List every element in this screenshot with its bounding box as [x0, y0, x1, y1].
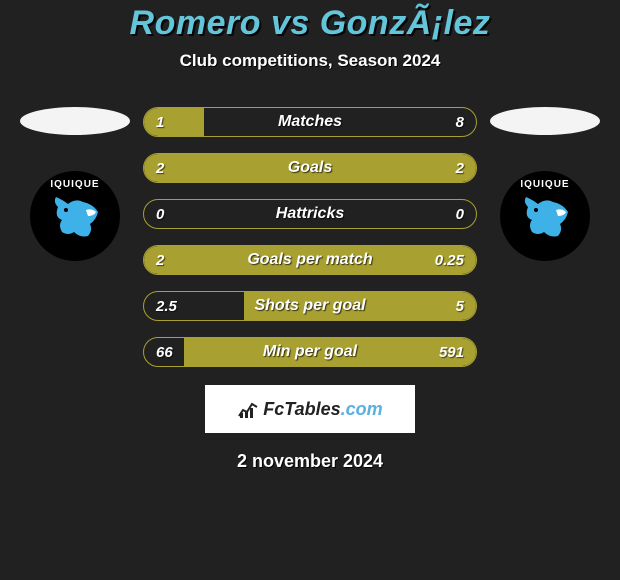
- stat-value-left: 66: [156, 344, 173, 361]
- stat-label: Hattricks: [276, 205, 344, 223]
- page-title: Romero vs GonzÃ¡lez: [0, 4, 620, 43]
- stat-value-right: 591: [439, 344, 464, 361]
- stat-fill-left: [144, 154, 310, 182]
- stat-value-left: 2.5: [156, 298, 177, 315]
- stat-row: 0 Hattricks 0: [143, 199, 477, 229]
- comparison-card: Romero vs GonzÃ¡lez Club competitions, S…: [0, 0, 620, 472]
- stat-label: Goals per match: [247, 251, 372, 269]
- stat-label: Goals: [288, 159, 332, 177]
- stat-row: 66 Min per goal 591: [143, 337, 477, 367]
- stat-value-left: 2: [156, 252, 164, 269]
- player-left-column: IQUIQUE: [15, 107, 135, 261]
- main-layout: IQUIQUE 1 Matches 8: [0, 107, 620, 367]
- player-left-avatar: [20, 107, 130, 135]
- stat-fill-right: [310, 154, 476, 182]
- dragon-icon: [48, 192, 103, 242]
- stat-row: 2.5 Shots per goal 5: [143, 291, 477, 321]
- stat-value-right: 8: [456, 114, 464, 131]
- stat-label: Shots per goal: [254, 297, 365, 315]
- player-right-avatar: [490, 107, 600, 135]
- stat-value-left: 1: [156, 114, 164, 131]
- dragon-icon: [518, 192, 573, 242]
- stat-value-right: 0: [456, 206, 464, 223]
- club-right-name: IQUIQUE: [520, 179, 569, 190]
- stat-fill-left: [144, 108, 204, 136]
- page-subtitle: Club competitions, Season 2024: [0, 51, 620, 71]
- stat-label: Min per goal: [263, 343, 357, 361]
- stat-value-right: 2: [456, 160, 464, 177]
- stat-row: 2 Goals 2: [143, 153, 477, 183]
- stat-label: Matches: [278, 113, 342, 131]
- stat-value-right: 0.25: [435, 252, 464, 269]
- stats-column: 1 Matches 8 2 Goals 2 0 Hattricks 0: [135, 107, 485, 367]
- player-right-column: IQUIQUE: [485, 107, 605, 261]
- stat-row: 1 Matches 8: [143, 107, 477, 137]
- brand-inner: FcTables.com: [237, 398, 382, 420]
- brand-text: FcTables.com: [263, 399, 382, 420]
- stat-value-left: 0: [156, 206, 164, 223]
- club-right-badge: IQUIQUE: [500, 171, 590, 261]
- club-left-badge: IQUIQUE: [30, 171, 120, 261]
- date-text: 2 november 2024: [0, 451, 620, 472]
- chart-icon: [237, 398, 259, 420]
- stat-value-right: 5: [456, 298, 464, 315]
- stat-row: 2 Goals per match 0.25: [143, 245, 477, 275]
- club-left-name: IQUIQUE: [50, 179, 99, 190]
- stat-value-left: 2: [156, 160, 164, 177]
- brand-logo: FcTables.com: [205, 385, 415, 433]
